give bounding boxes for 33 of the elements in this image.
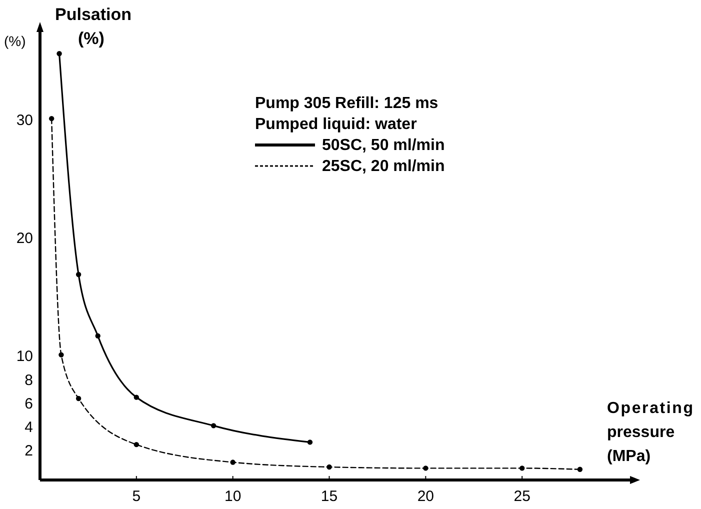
point — [230, 460, 236, 465]
legend-label: 50SC, 50 ml/min — [322, 137, 445, 154]
x-tick-label: 5 — [132, 488, 141, 505]
point — [48, 116, 54, 122]
y-tick-label: 10 — [16, 348, 33, 366]
point — [519, 466, 525, 471]
x-tick-label: 10 — [224, 488, 242, 505]
y-tick-label: 8 — [24, 372, 33, 389]
legend-label: 25SC, 20 ml/min — [322, 158, 445, 175]
point — [58, 352, 64, 358]
x-axis-title: Operating pressure (MPa) — [607, 400, 693, 465]
point — [76, 272, 82, 278]
point — [134, 394, 140, 400]
point — [134, 442, 140, 448]
y-axis-title: Pulsation (%) — [55, 5, 132, 48]
point — [326, 464, 332, 470]
x-tick-label: 20 — [417, 488, 434, 505]
point — [577, 466, 583, 472]
point — [56, 51, 62, 56]
point — [423, 466, 428, 471]
point — [307, 440, 313, 445]
y-tick-label: 30 — [16, 112, 33, 130]
y-tick-label: 6 — [24, 395, 33, 412]
x-tick-label: 15 — [320, 488, 338, 505]
point — [210, 423, 216, 428]
text: (%) — [4, 33, 26, 49]
x-tick-label: 25 — [514, 488, 530, 505]
point — [76, 396, 82, 402]
y-tick-label: 2 — [24, 442, 33, 460]
point — [95, 333, 100, 339]
y-tick-label: 20 — [16, 230, 33, 248]
y-tick-label: 4 — [24, 419, 33, 436]
legend-title: Pump 305 Refill: 125 ms Pumped liquid: water — [255, 95, 438, 133]
